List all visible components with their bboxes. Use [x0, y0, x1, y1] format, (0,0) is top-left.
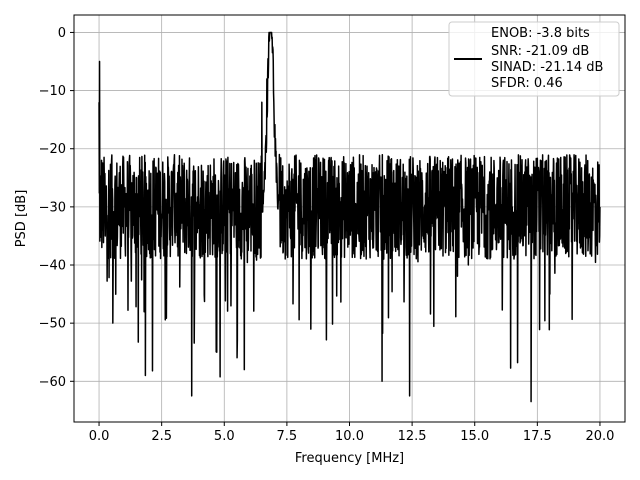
x-tick-label: 5.0	[214, 429, 235, 444]
legend-sinad: SINAD: -21.14 dB	[491, 60, 603, 75]
x-tick-label: 0.0	[89, 429, 110, 444]
legend: ENOB: -3.8 bits SNR: -21.09 dB SINAD: -2…	[448, 21, 620, 97]
x-tick-label: 10.0	[335, 429, 364, 444]
y-tick-label: −20	[39, 142, 66, 157]
legend-sfdr: SFDR: 0.46	[491, 76, 563, 91]
x-tick-label: 15.0	[460, 429, 489, 444]
x-tick-label: 12.5	[398, 429, 427, 444]
x-tick-label: 2.5	[151, 429, 172, 444]
y-tick-label: −50	[39, 317, 66, 332]
y-tick-label: −60	[39, 375, 66, 390]
y-axis-label: PSD [dB]	[14, 190, 29, 248]
legend-box	[448, 21, 620, 97]
x-tick-label: 17.5	[523, 429, 552, 444]
ticks: 0.0 2.5 5.0 7.5 10.0 12.5 15.0 17.5 20.0 0 −10 −20 −…	[39, 26, 615, 444]
y-tick-label: −30	[39, 200, 66, 215]
plot-area	[98, 31, 601, 403]
x-axis-label: Frequency [MHz]	[295, 451, 404, 466]
psd-series-line	[98, 31, 601, 403]
x-tick-label: 7.5	[277, 429, 298, 444]
legend-snr: SNR: -21.09 dB	[491, 44, 589, 59]
legend-enob: ENOB: -3.8 bits	[491, 26, 590, 41]
y-tick-label: 0	[58, 26, 66, 41]
x-tick-label: 20.0	[585, 429, 614, 444]
y-tick-label: −10	[39, 84, 66, 99]
y-tick-label: −40	[39, 259, 66, 274]
